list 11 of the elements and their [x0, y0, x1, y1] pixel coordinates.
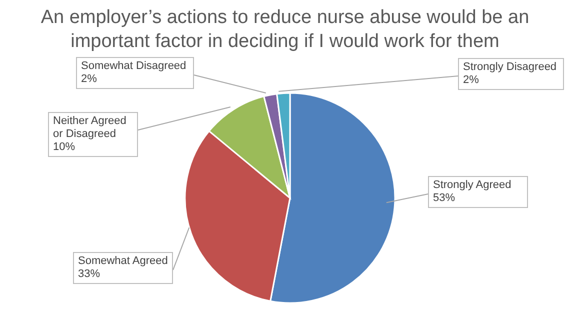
data-label: 33% [78, 268, 102, 281]
slice-label: Strongly Agreed [433, 179, 512, 192]
data-label: 2% [463, 74, 480, 87]
slice-label: Somewhat Disagreed [81, 60, 188, 73]
data-label: 53% [433, 192, 456, 205]
slice-label: Strongly Disagreed [463, 61, 558, 74]
chart-title: An employer’s actions to reduce nurse abuse would be an important factor in deciding if I would work for them [40, 6, 530, 54]
slice-label: Neither Agreed or Disagreed [53, 115, 128, 141]
data-label: 2% [81, 73, 98, 86]
slice-label: Somewhat Agreed [78, 255, 168, 268]
data-label: 10% [53, 141, 76, 154]
